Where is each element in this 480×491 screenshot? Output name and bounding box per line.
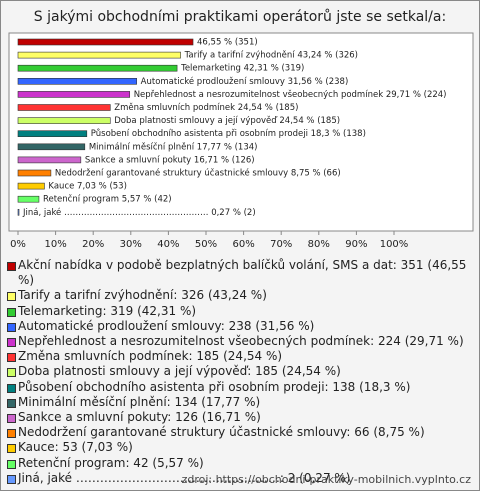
legend-entry: Automatické prodloužení smlouvy: 238 (31…	[7, 319, 469, 334]
x-tick-label: 0%	[10, 239, 26, 250]
legend-swatch	[7, 398, 16, 408]
legend-swatch	[7, 383, 16, 393]
legend-swatch	[7, 307, 16, 317]
legend-entry: Nepřehlednost a nesrozumitelnost všeobec…	[7, 334, 469, 349]
x-tick-label: 60%	[232, 239, 254, 250]
bar-label: Kauce 7,03 % (53)	[48, 182, 126, 192]
legend-swatch	[7, 262, 16, 271]
legend-swatch	[7, 322, 16, 332]
legend-entry: Jiná, jaké ……………………………………………: 2 (0,27 %)	[7, 471, 469, 486]
bar-label: Minimální měsíční plnění 17,77 % (134)	[89, 141, 258, 152]
legend-entry: Doba platnosti smlouvy a její výpověď: 1…	[7, 364, 469, 379]
legend-label: Nepřehlednost a nesrozumitelnost všeobec…	[18, 334, 464, 349]
legend-entry: Kauce: 53 (7,03 %)	[7, 440, 469, 455]
legend-entry: Retenční program: 42 (5,57 %)	[7, 456, 469, 471]
x-tick-label: 100%	[380, 239, 409, 250]
chart-title: S jakými obchodními praktikami operátorů…	[34, 9, 446, 25]
legend-swatch	[7, 414, 16, 424]
legend-label: Doba platnosti smlouvy a její výpověď: 1…	[18, 364, 341, 379]
legend-swatch	[7, 429, 16, 439]
bar-label: Automatické prodloužení smlouvy 31,56 % …	[141, 76, 349, 87]
legend-label: Telemarketing: 319 (42,31 %)	[18, 303, 197, 318]
bar-label: 46,55 % (351)	[197, 38, 258, 48]
legend-swatch	[7, 444, 16, 454]
legend-swatch	[7, 353, 16, 363]
bar	[17, 64, 178, 72]
legend-entry: Působení obchodního asistenta při osobní…	[7, 380, 469, 395]
x-tick-label: 80%	[308, 239, 330, 250]
legend-entry: Akční nabídka v podobě bezplatných balíč…	[7, 258, 469, 288]
bar	[17, 38, 194, 46]
bar	[17, 156, 82, 164]
legend-entry: Sankce a smluvní pokuty: 126 (16,71 %)	[7, 410, 469, 425]
bar	[17, 91, 131, 98]
bar	[17, 209, 20, 216]
x-tick-label: 10%	[44, 239, 66, 250]
legend-label: Minimální měsíční plnění: 134 (17,77 %)	[18, 394, 261, 409]
source: zdroj: https://obchodni-praktiky-mobilni…	[181, 473, 471, 486]
x-tick-label: 30%	[120, 239, 142, 250]
legend-label: Nedodržení garantované struktury účastni…	[18, 425, 425, 440]
bar	[17, 182, 45, 190]
legend-label: Akční nabídka v podobě bezplatných balíč…	[18, 258, 467, 288]
bar-label: Telemarketing 42,31 % (319)	[180, 64, 304, 74]
bar-label: Retenční program 5,57 % (42)	[43, 194, 172, 205]
legend-label: Tarify a tarifní zvýhodnění: 326 (43,24 …	[18, 288, 267, 303]
legend-label: Kauce: 53 (7,03 %)	[18, 440, 133, 455]
legend-swatch	[7, 368, 16, 378]
legend-label: Retenční program: 42 (5,57 %)	[18, 455, 204, 470]
bar	[17, 117, 111, 124]
bar-label: Sankce a smluvní pokuty 16,71 % (126)	[85, 155, 255, 165]
x-tick-label: 90%	[345, 239, 367, 250]
bar	[17, 143, 86, 151]
legend-swatch	[7, 459, 16, 469]
legend-swatch	[7, 338, 16, 348]
bar-label: Doba platnosti smlouvy a její výpověď 24…	[114, 116, 340, 126]
bar-label: Tarify a tarifní zvýhodnění 43,24 % (326…	[184, 51, 358, 61]
bar-label: Působení obchodního asistenta při osobní…	[91, 128, 366, 139]
bar-label: Změna smluvních podmínek 24,54 % (185)	[114, 103, 298, 113]
bar-label: Nepřehlednost a nesrozumitelnost všeobec…	[134, 89, 447, 100]
x-tick-label: 40%	[157, 239, 179, 250]
legend-label: Jiná, jaké ……………………………………………: 2 (0,27 %)	[18, 470, 351, 485]
x-tick-label: 20%	[82, 239, 104, 250]
legend-entry: Nedodržení garantované struktury účastni…	[7, 425, 469, 440]
legend-entry: Tarify a tarifní zvýhodnění: 326 (43,24 …	[7, 288, 469, 303]
bar-label: Jiná, jaké …………………………………………… 0,27 % (2)	[22, 207, 256, 218]
bar	[17, 169, 52, 177]
legend: Akční nabídka v podobě bezplatných balíč…	[7, 258, 469, 486]
legend-swatch	[7, 474, 16, 484]
legend-label: Působení obchodního asistenta při osobní…	[18, 379, 411, 394]
bar-label: Nedodržení garantované struktury účastni…	[55, 168, 341, 179]
bar	[17, 51, 181, 59]
bar	[17, 78, 137, 85]
legend-label: Automatické prodloužení smlouvy: 238 (31…	[18, 318, 315, 333]
plot: S jakými obchodními praktikami operátorů…	[8, 9, 474, 250]
legend-entry: Změna smluvních podmínek: 185 (24,54 %)	[7, 349, 469, 364]
legend-entry: Telemarketing: 319 (42,31 %)	[7, 304, 469, 319]
x-tick-label: 50%	[195, 239, 217, 250]
bar	[17, 130, 88, 137]
legend-swatch	[7, 292, 16, 302]
legend-entry: Minimální měsíční plnění: 134 (17,77 %)	[7, 395, 469, 410]
bar	[17, 104, 111, 111]
legend-label: Změna smluvních podmínek: 185 (24,54 %)	[18, 349, 283, 364]
legend-label: Sankce a smluvní pokuty: 126 (16,71 %)	[18, 410, 261, 425]
bar	[17, 195, 40, 203]
x-tick-label: 70%	[270, 239, 292, 250]
